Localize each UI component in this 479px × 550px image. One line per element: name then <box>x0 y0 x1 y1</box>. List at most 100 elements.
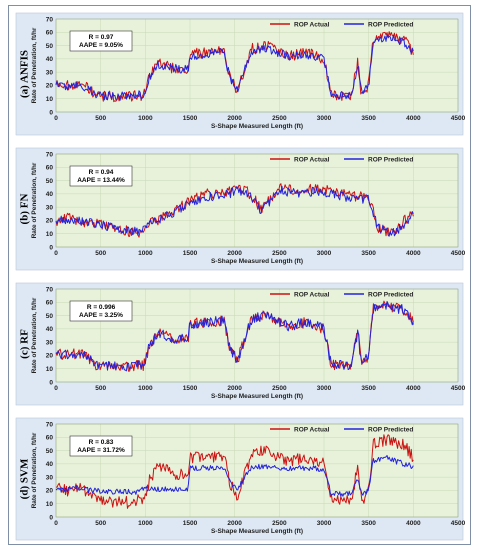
x-tick-label: 4500 <box>451 385 466 392</box>
x-tick-label: 1500 <box>183 385 198 392</box>
y-tick-label: 0 <box>49 379 53 386</box>
y-tick-label: 70 <box>46 421 54 428</box>
y-tick-label: 10 <box>46 501 54 508</box>
y-axis-title: Rate of Penetration, ft/hr <box>31 297 38 373</box>
chart-panel-1: (b) FN0 500 1000 1500 2000 2500 3000 3500 4000 45… <box>15 147 466 271</box>
figure: (a) ANFIS 0 500 1000 1500 2000 2500 3000 3500 400… <box>8 5 471 545</box>
y-tick-label: 70 <box>46 16 54 23</box>
legend: ROP Actual ROP Predicted <box>270 21 413 28</box>
y-tick-label: 40 <box>46 326 54 333</box>
x-tick-label: 0 <box>54 520 58 527</box>
legend-label: ROP Predicted <box>368 426 413 433</box>
y-tick-label: 20 <box>46 218 54 225</box>
x-tick-label: 2000 <box>227 385 242 392</box>
x-tick-label: 2500 <box>272 115 287 122</box>
series-line-rop-predicted <box>55 454 414 497</box>
series-line-rop-actual <box>55 183 414 238</box>
y-tick-label: 60 <box>46 30 54 37</box>
legend: ROP Actual ROP Predicted <box>270 291 413 298</box>
x-tick-label: 4000 <box>406 115 421 122</box>
x-tick-label: 2000 <box>227 115 242 122</box>
y-tick-label: 50 <box>46 313 54 320</box>
series-line-rop-predicted <box>55 185 414 237</box>
stats-box-frame <box>69 300 133 322</box>
y-tick-label: 10 <box>46 96 54 103</box>
x-tick-label: 3000 <box>317 250 332 257</box>
x-tick-label: 500 <box>95 250 106 257</box>
y-tick-label: 30 <box>46 339 54 346</box>
stats-box-frame <box>69 30 133 52</box>
x-tick-label: 3000 <box>317 115 332 122</box>
x-tick-label: 4000 <box>406 385 421 392</box>
panel-label: (b) FN <box>19 194 31 225</box>
legend-label: ROP Predicted <box>368 156 413 163</box>
x-tick-label: 4000 <box>406 250 421 257</box>
x-tick-label: 500 <box>95 115 106 122</box>
x-tick-label: 4000 <box>406 520 421 527</box>
x-tick-label: 1000 <box>138 520 153 527</box>
y-tick-label: 20 <box>46 83 54 90</box>
y-tick-label: 20 <box>46 353 54 360</box>
legend: ROP Actual ROP Predicted <box>270 426 413 433</box>
legend-label: ROP Actual <box>294 291 330 298</box>
x-tick-label: 4500 <box>451 250 466 257</box>
y-tick-label: 30 <box>46 204 54 211</box>
y-tick-label: 30 <box>46 474 54 481</box>
stat-line: AAPE = 31.72% <box>77 447 125 454</box>
y-tick-label: 40 <box>46 461 54 468</box>
y-tick-label: 10 <box>46 231 54 238</box>
stat-line: AAPE = 13.44% <box>77 177 125 184</box>
stat-line: R = 0.996 <box>87 304 116 311</box>
legend-label: ROP Actual <box>294 21 330 28</box>
x-tick-label: 2500 <box>272 385 287 392</box>
x-tick-label: 1500 <box>183 520 198 527</box>
legend-label: ROP Predicted <box>368 21 413 28</box>
x-axis-title: S-Shape Measured Length (ft) <box>211 123 303 130</box>
stat-line: R = 0.83 <box>89 439 114 446</box>
y-tick-label: 50 <box>46 178 54 185</box>
plot-frame <box>55 423 459 518</box>
y-tick-label: 0 <box>49 514 53 521</box>
legend-label: ROP Actual <box>294 426 330 433</box>
stat-line: R = 0.97 <box>89 34 114 41</box>
x-tick-label: 2000 <box>227 520 242 527</box>
panel-label: (d) SVM <box>19 458 31 499</box>
x-tick-label: 1000 <box>138 385 153 392</box>
y-axis-title: Rate of Penetration, ft/hr <box>31 432 38 508</box>
y-tick-label: 50 <box>46 43 54 50</box>
x-axis-title: S-Shape Measured Length (ft) <box>211 258 303 265</box>
y-tick-label: 40 <box>46 191 54 198</box>
y-tick-label: 40 <box>46 56 54 63</box>
plot-frame <box>55 18 459 113</box>
x-tick-label: 1500 <box>183 250 198 257</box>
x-tick-label: 0 <box>54 385 58 392</box>
stats-box-frame <box>69 435 133 457</box>
series-line-rop-actual <box>55 434 414 509</box>
y-tick-label: 60 <box>46 165 54 172</box>
x-tick-label: 500 <box>95 520 106 527</box>
stat-line: R = 0.94 <box>89 169 114 176</box>
y-tick-label: 70 <box>46 286 54 293</box>
y-tick-label: 60 <box>46 300 54 307</box>
y-axis-title: Rate of Penetration, ft/hr <box>31 162 38 238</box>
panel-label: (c) RF <box>19 329 31 359</box>
stat-line: AAPE = 9.05% <box>79 42 123 49</box>
x-tick-label: 2500 <box>272 520 287 527</box>
series-line-rop-predicted <box>55 34 414 101</box>
y-tick-label: 0 <box>49 244 53 251</box>
series-line-rop-predicted <box>55 300 414 372</box>
x-tick-label: 2500 <box>272 250 287 257</box>
stat-line: AAPE = 3.25% <box>79 312 123 319</box>
x-tick-label: 1000 <box>138 115 153 122</box>
plot-frame <box>55 153 459 248</box>
x-axis-title: S-Shape Measured Length (ft) <box>211 393 303 400</box>
x-tick-label: 3500 <box>361 385 376 392</box>
y-tick-label: 50 <box>46 448 54 455</box>
x-tick-label: 2000 <box>227 250 242 257</box>
panel-label: (a) ANFIS <box>19 50 31 98</box>
x-tick-label: 1000 <box>138 250 153 257</box>
y-tick-label: 20 <box>46 488 54 495</box>
